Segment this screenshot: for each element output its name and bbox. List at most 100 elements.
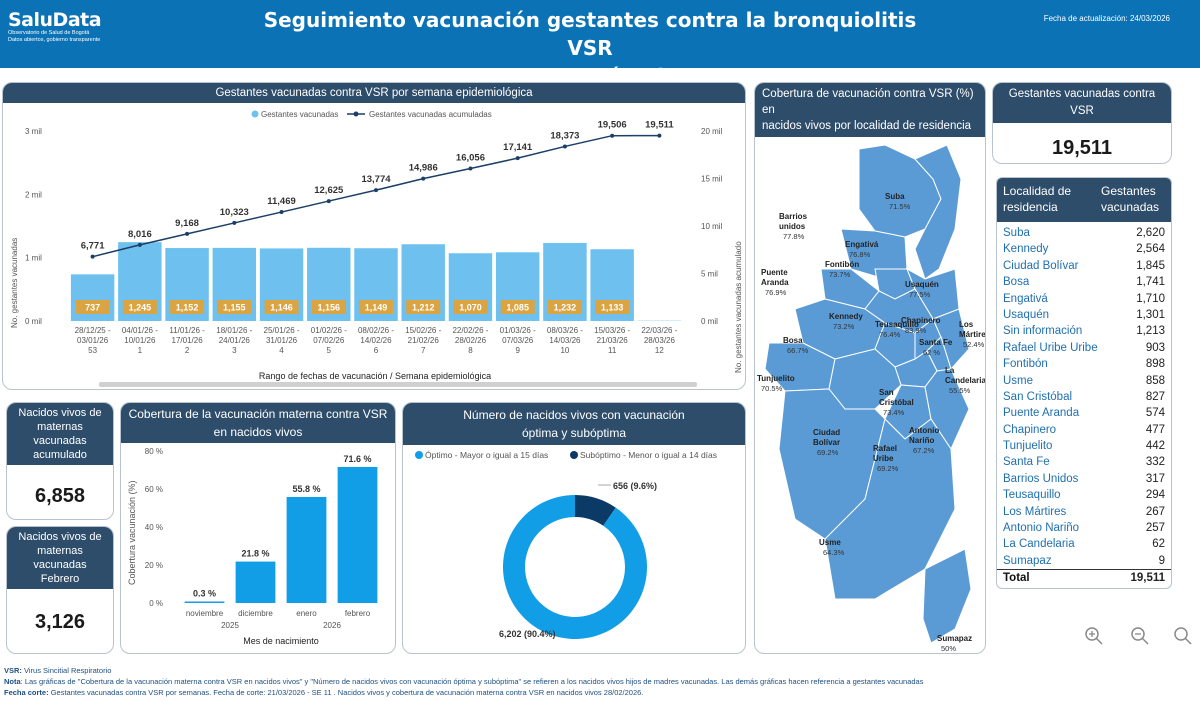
row-locality: Rafael Uribe Uribe [1003,341,1098,354]
table-row[interactable]: Sin información 1,213 [997,323,1171,339]
bar-label-bg [170,300,205,314]
line-point[interactable] [657,133,662,138]
map-label: Ciudad [813,428,840,437]
table-row[interactable]: San Cristóbal 827 [997,389,1171,405]
x-tick-date1: 18/01/26 - [216,326,252,335]
map-pct: 76.8% [849,250,871,259]
table-row[interactable]: Los Mártires 267 [997,504,1171,520]
bar-label-bg [595,300,630,314]
line-point[interactable] [185,231,190,236]
bar-label-bg [75,300,110,314]
map-label: Antonio [909,426,939,435]
bar-label-bg [359,300,393,314]
map-label-2: Bolívar [813,438,840,447]
row-locality: Barrios Unidos [1003,472,1079,485]
bar-label: 1,085 [506,303,529,313]
map-region-santa-fe[interactable] [932,308,970,370]
footer-notes: VSR: Virus Sincitial Respiratorio Nota: … [4,666,924,697]
x-tick-week: 12 [655,346,664,355]
map-pct: 73.7% [829,270,851,279]
bar-label: 1,232 [554,303,577,313]
x-tick-week: 2 [185,346,190,355]
search-icon[interactable] [1168,622,1198,658]
zoom-out-icon[interactable] [1122,622,1158,658]
line-point[interactable] [374,188,378,193]
bar-label-bg [406,300,441,314]
table-row[interactable]: Suba 2,620 [997,225,1171,241]
line-point[interactable] [421,176,426,181]
table-row[interactable]: Santa Fe 332 [997,454,1171,470]
year-2026: 2026 [323,621,341,630]
row-value: 62 [1152,538,1165,551]
logo-subtitle: Observatorio de Salud de Bogotá [8,30,90,36]
kpi-vaccinated-value: 19,511 [1051,137,1113,159]
table-row[interactable]: Puente Aranda 574 [997,405,1171,421]
table-row[interactable]: Antonio Nariño 257 [997,520,1171,536]
table-row[interactable]: Chapinero 477 [997,422,1171,438]
row-value: 898 [1145,358,1165,371]
map-label: La [945,366,955,375]
coverage-bar[interactable] [235,561,276,603]
map-region-sumapaz[interactable] [922,548,972,644]
legend-bar-swatch [251,110,259,118]
x-tick-date2: 17/01/26 [172,336,204,345]
horizontal-scrollbar[interactable] [99,382,697,387]
line-point[interactable] [137,242,142,247]
table-row[interactable]: Rafael Uribe Uribe 903 [997,340,1171,356]
row-locality: San Cristóbal [1003,390,1073,403]
row-locality: Puente Aranda [1003,407,1080,420]
weekly-chart-card: Gestantes vacunadas contra VSR por seman… [2,82,746,390]
line-point[interactable] [90,254,95,259]
table-row[interactable]: Tunjuelito 442 [997,438,1171,454]
table-row[interactable]: Usaquén 1,301 [997,307,1171,323]
table-row[interactable]: La Candelaria 62 [997,536,1171,552]
row-locality: Kennedy [1003,243,1049,256]
donut-slice-optimal[interactable] [503,495,647,639]
line-label: 16,056 [456,152,485,163]
table-row[interactable]: Ciudad Bolívar 1,845 [997,258,1171,274]
line-point[interactable] [468,166,473,171]
line-point[interactable] [610,133,615,138]
table-row[interactable]: Sumapaz 9 [997,553,1171,569]
x-tick-date1: 04/01/26 - [122,326,158,335]
x-tick-week: 9 [515,346,520,355]
map-region-usme[interactable] [824,418,956,600]
line-point[interactable] [326,199,331,204]
table-row[interactable]: Bosa 1,741 [997,274,1171,290]
line-point[interactable] [232,220,237,225]
donut-label-optimal: 6,202 (90.4%) [499,629,556,639]
row-locality: Engativá [1003,292,1048,305]
table-row[interactable]: Barrios Unidos 317 [997,471,1171,487]
x-tick-date1: 15/03/26 - [594,326,630,335]
coverage-bar[interactable] [286,496,327,603]
line-point[interactable] [279,210,284,215]
coverage-bar[interactable] [184,601,225,604]
right-tick-label: 10 mil [701,222,723,231]
coverage-bar[interactable] [337,466,378,603]
table-row[interactable]: Usme 858 [997,373,1171,389]
left-tick-label: 1 mil [25,254,42,263]
row-locality: Sin información [1003,325,1083,338]
row-value: 903 [1145,341,1165,354]
zoom-in-icon[interactable] [1076,622,1112,658]
line-point[interactable] [562,144,567,149]
bar-label-bg [217,300,252,314]
donut-slice-suboptimal[interactable] [575,495,616,526]
table-row[interactable]: Fontibón 898 [997,356,1171,372]
x-tick-date1: 22/02/26 - [452,326,488,335]
map-pct: 71.5% [889,202,911,211]
table-row[interactable]: Teusaquillo 294 [997,487,1171,503]
line-point[interactable] [515,156,520,161]
table-row[interactable]: Kennedy 2,564 [997,241,1171,257]
table-row[interactable]: Engativá 1,710 [997,291,1171,307]
map-pct: 77.8% [783,232,805,241]
x-tick-date2: 21/03/26 [597,336,629,345]
kpi-vaccinated-title: Gestantes vacunadas contra VSR [993,83,1171,123]
col-header-vaccinated[interactable]: Gestantes vacunadas ▼ [1101,184,1160,229]
col-header-locality[interactable]: Localidad de residencia [1003,184,1072,214]
row-value: 2,620 [1136,227,1165,239]
map-label: Fontibón [825,260,859,269]
table-total-row: Total 19,511 [997,569,1171,585]
kpi-born-acc-title: Nacidos vivos de maternas vacunadas acum… [7,403,113,465]
bar-label-bg [500,300,535,314]
